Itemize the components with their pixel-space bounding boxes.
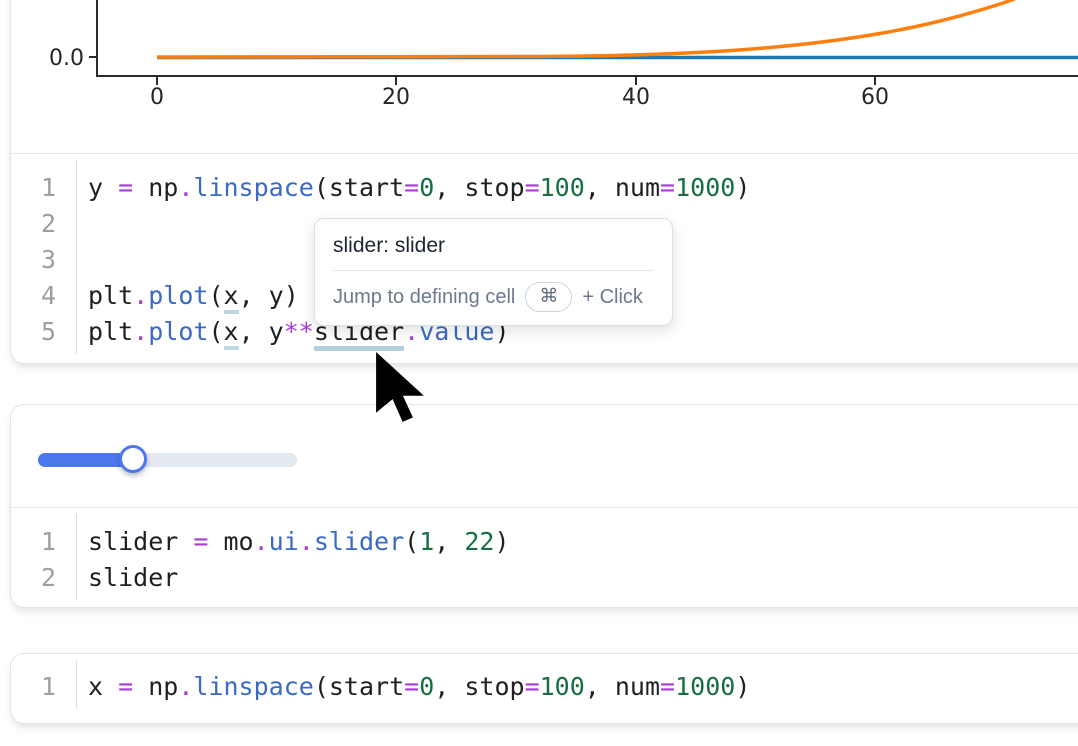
code-line[interactable]: 2 slider [11,560,1078,596]
code-token: , [434,527,465,556]
code-token: linspace [193,173,314,202]
code-token: = [118,672,134,701]
command-key-badge: ⌘ [525,282,573,312]
slider-thumb[interactable] [119,445,147,473]
code-token: ui [268,527,299,556]
code-token: ( [404,527,420,556]
code-token: , num [584,672,661,701]
line-number: 4 [40,281,56,310]
code-token: slider [313,527,405,556]
gutter-divider [76,660,77,709]
gutter-divider [76,514,77,600]
code-token: = [193,527,209,556]
code-token: 100 [539,173,585,202]
code-token: ** [283,317,314,346]
tooltip-divider [333,270,654,271]
code-token: np [133,672,179,701]
code-token: plot [148,317,209,346]
code-token: = [524,672,540,701]
variable-tooltip: slider: slider Jump to defining cell ⌘ +… [314,218,673,326]
gutter-divider [76,160,77,354]
code-token: . [178,173,194,202]
code-text: x = np.linspace(start=0, stop=100, num=1… [76,669,750,705]
code-line[interactable]: 3 [11,242,1078,278]
plot-output-area [11,0,1078,154]
code-token: = [404,173,420,202]
notebook-cell-slider: 1 slider = mo.ui.slider(1, 22) 2 slider [10,404,1078,608]
code-token: plt [88,317,134,346]
code-token: 0 [419,672,435,701]
tooltip-title: slider: slider [333,234,446,257]
code-text: slider [76,560,178,596]
line-number: 1 [40,672,56,701]
code-token: 100 [539,672,585,701]
code-token: (start [313,173,405,202]
slider-widget[interactable] [38,445,308,475]
line-number: 5 [40,317,56,346]
slider-output-area [11,405,1078,508]
code-token: 1 [419,527,435,556]
code-token: 1000 [675,173,736,202]
code-text [76,206,88,242]
code-token: . [133,281,149,310]
code-token: = [660,173,676,202]
code-token: ) [735,672,751,701]
code-text: y = np.linspace(start=0, stop=100, num=1… [76,170,750,206]
code-token: slider [88,527,194,556]
code-token: x [223,317,239,350]
code-line[interactable]: 4 plt.plot(x, y) [11,278,1078,314]
code-line[interactable]: 1 slider = mo.ui.slider(1, 22) [11,524,1078,560]
code-token: x [88,672,119,701]
code-token: , y [238,317,284,346]
code-token: x [223,281,239,314]
code-token: = [118,173,134,202]
line-number: 2 [40,563,56,592]
code-token: 1000 [675,672,736,701]
code-token: , num [584,173,661,202]
code-token: ) [494,527,510,556]
code-token: y [88,173,119,202]
code-text: slider = mo.ui.slider(1, 22) [76,524,510,560]
code-token: linspace [193,672,314,701]
code-token: , y) [238,281,299,310]
code-token: . [253,527,269,556]
code-token: = [404,672,420,701]
code-token: 0 [419,173,435,202]
code-token: slider [88,563,179,592]
code-text [76,242,88,278]
line-number: 1 [40,527,56,556]
code-token: . [178,672,194,701]
code-token: mo [208,527,254,556]
code-token: ) [735,173,751,202]
line-number: 3 [40,245,56,274]
code-line[interactable]: 2 [11,206,1078,242]
code-token: (start [313,672,405,701]
code-text: plt.plot(x, y) [76,278,299,314]
code-token: , stop [434,672,525,701]
code-editor-slider[interactable]: 1 slider = mo.ui.slider(1, 22) 2 slider [11,508,1078,608]
code-token: plot [148,281,209,310]
code-token: = [660,672,676,701]
slider-fill [38,453,134,467]
line-number: 2 [40,209,56,238]
code-token: . [133,317,149,346]
code-token: ( [208,317,224,346]
code-token: 22 [464,527,495,556]
tooltip-click-hint: + Click [582,285,643,308]
code-token: , stop [434,173,525,202]
tooltip-footer: Jump to defining cell ⌘ + Click [315,271,672,325]
line-number: 1 [40,173,56,202]
code-token: np [133,173,179,202]
code-token: plt [88,281,134,310]
code-token: ( [208,281,224,310]
code-token: = [524,173,540,202]
code-token: . [298,527,314,556]
tooltip-action-label: Jump to defining cell [333,285,516,308]
